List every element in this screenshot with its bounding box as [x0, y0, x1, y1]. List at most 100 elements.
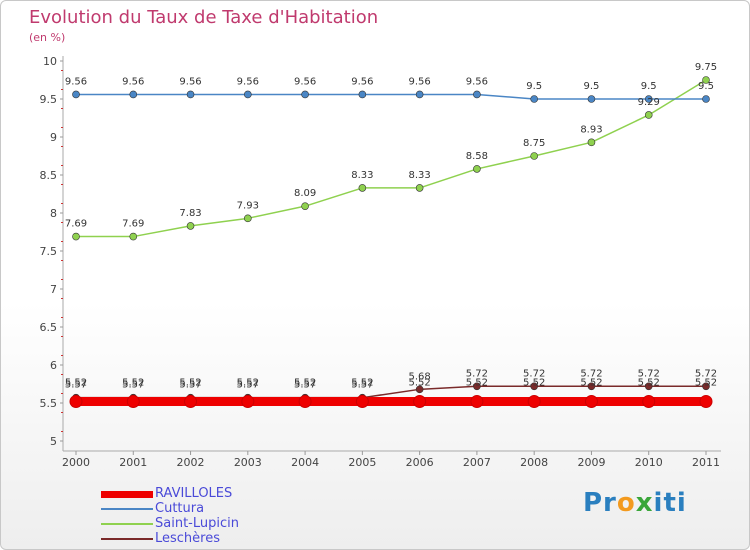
data-point [702, 382, 710, 391]
data-point [587, 382, 596, 391]
data-label: 5.52 [122, 377, 144, 388]
logo-part: Pr [583, 488, 617, 518]
legend-swatch [101, 508, 153, 510]
data-label: 5.72 [466, 368, 488, 379]
series-line [76, 93, 706, 100]
legend-swatch [101, 523, 153, 525]
legend-label: Saint-Lupicin [155, 516, 239, 531]
legend-item: RAVILLOLES [101, 486, 261, 502]
data-point [530, 95, 538, 103]
data-point [355, 394, 369, 408]
data-point [644, 382, 653, 391]
x-tick-label: 2000 [62, 456, 90, 469]
logo-part: iti [653, 488, 687, 518]
data-point [186, 222, 195, 230]
data-label: 5.52 [351, 377, 373, 388]
legend-swatch [101, 490, 153, 498]
data-point [69, 394, 83, 408]
data-label: 9.56 [237, 76, 259, 87]
data-label: 5.72 [580, 368, 602, 379]
logo-part: x [635, 488, 654, 518]
data-label: 7.93 [237, 200, 259, 211]
x-tick-label: 2010 [635, 456, 663, 469]
data-label: 5.52 [294, 377, 316, 388]
data-label: 5.52 [523, 377, 545, 388]
data-point [301, 90, 309, 99]
data-point [530, 382, 538, 391]
data-label: 5.52 [237, 377, 259, 388]
proxiti-logo: Proxiti [583, 488, 687, 518]
legend-swatch [101, 538, 153, 540]
data-label: 5.52 [638, 377, 660, 388]
data-point [644, 95, 653, 103]
series-line [76, 385, 706, 399]
data-point [699, 394, 713, 408]
y-tick-label: 5.5 [40, 397, 58, 410]
y-tick-label: 7 [50, 283, 57, 296]
data-label: 9.75 [695, 62, 717, 73]
data-label: 9.56 [179, 76, 201, 87]
data-label: 5.57 [65, 380, 87, 391]
data-label: 8.09 [294, 188, 316, 199]
data-label: 9.5 [641, 81, 657, 92]
data-point [473, 382, 481, 391]
data-point [530, 152, 538, 160]
data-label: 5.72 [638, 368, 660, 379]
data-label: 5.52 [695, 377, 717, 388]
y-tick-label: 10 [43, 55, 57, 68]
data-label: 5.52 [409, 377, 431, 388]
data-label: 7.83 [179, 208, 201, 219]
logo-part: o [616, 488, 636, 518]
x-tick-label: 2006 [406, 456, 434, 469]
data-point [527, 394, 541, 408]
data-label: 8.75 [523, 138, 545, 149]
data-label: 5.68 [409, 371, 431, 382]
legend-label: Cuttura [155, 501, 205, 516]
data-label: 9.56 [65, 76, 87, 87]
data-point [470, 394, 484, 408]
x-tick-label: 2005 [348, 456, 376, 469]
legend-item: Cuttura [101, 501, 261, 517]
series-line [76, 79, 707, 238]
legend-item: Saint-Lupicin [101, 516, 261, 532]
x-tick-label: 2011 [692, 456, 720, 469]
data-point [358, 90, 367, 99]
data-label: 5.52 [179, 377, 201, 388]
data-point [584, 394, 598, 408]
data-label: 8.33 [351, 170, 373, 181]
data-point [702, 95, 710, 103]
data-label: 5.52 [580, 377, 602, 388]
data-label: 9.5 [584, 81, 600, 92]
data-label: 5.72 [523, 368, 545, 379]
x-tick-label: 2001 [119, 456, 147, 469]
data-label: 5.57 [237, 380, 259, 391]
data-point [72, 90, 80, 99]
legend-label: RAVILLOLES [155, 486, 233, 501]
data-point [301, 202, 309, 210]
x-tick-label: 2009 [577, 456, 605, 469]
data-label: 8.33 [409, 170, 431, 181]
data-label: 9.5 [698, 81, 714, 92]
data-point [642, 394, 656, 408]
y-tick-label: 6.5 [40, 321, 58, 334]
data-label: 7.69 [65, 219, 87, 230]
data-point [241, 394, 255, 408]
data-point [415, 184, 424, 192]
data-point [587, 95, 596, 103]
data-point [702, 76, 710, 84]
data-point [129, 232, 138, 241]
x-tick-label: 2008 [520, 456, 548, 469]
data-point [415, 385, 424, 394]
data-point [184, 394, 198, 408]
data-point [415, 90, 424, 99]
y-tick-label: 5 [50, 435, 57, 448]
data-point [358, 184, 367, 192]
data-label: 8.58 [466, 151, 488, 162]
data-label: 9.29 [638, 97, 660, 108]
data-point [644, 111, 653, 119]
data-point [244, 90, 252, 99]
legend-item: Leschères [101, 531, 261, 547]
y-tick-label: 8.5 [40, 169, 58, 182]
